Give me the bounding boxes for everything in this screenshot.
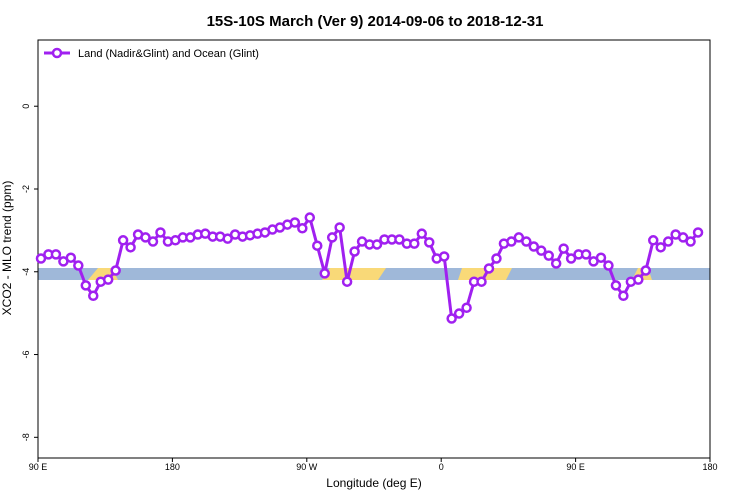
- point: [297, 223, 308, 234]
- point: [580, 249, 592, 260]
- point: [483, 263, 495, 274]
- point: [102, 274, 114, 285]
- point: [73, 260, 84, 271]
- point: [550, 258, 562, 269]
- point: [35, 253, 47, 264]
- point: [50, 249, 62, 260]
- point: [648, 235, 659, 246]
- point: [528, 241, 540, 252]
- legend-label: Land (Nadir&Glint) and Ocean (Glint): [78, 48, 259, 60]
- point: [140, 232, 151, 243]
- point: [662, 236, 674, 247]
- point: [438, 251, 450, 262]
- point: [155, 227, 166, 238]
- point: [125, 242, 136, 253]
- point: [655, 242, 666, 253]
- point: [640, 265, 652, 276]
- point: [110, 265, 121, 276]
- y-tick-label: -2: [21, 185, 31, 193]
- plot-frame: [37, 39, 711, 459]
- point: [304, 212, 316, 223]
- point: [453, 308, 465, 319]
- point: [491, 253, 502, 264]
- point: [371, 239, 383, 250]
- point: [319, 268, 330, 279]
- point: [603, 260, 614, 271]
- point: [595, 252, 607, 263]
- point: [476, 276, 487, 287]
- y-axis-label: XCO2 - MLO trend (ppm): [0, 181, 14, 316]
- point: [513, 232, 525, 243]
- point: [536, 245, 547, 256]
- point: [80, 280, 92, 291]
- point: [416, 228, 428, 239]
- chart-title: 15S-10S March (Ver 9) 2014-09-06 to 2018…: [207, 13, 544, 30]
- x-tick-label: 180: [165, 462, 180, 472]
- point: [692, 227, 704, 238]
- point: [147, 236, 159, 247]
- point: [222, 233, 233, 244]
- y-tick-label: -4: [21, 268, 31, 276]
- point: [558, 243, 569, 254]
- point: [88, 290, 99, 302]
- point: [685, 236, 696, 247]
- point: [117, 235, 129, 246]
- point: [289, 217, 301, 228]
- y-tick-label: -8: [21, 433, 31, 441]
- point: [326, 232, 338, 243]
- y-tick-label: -6: [21, 351, 31, 359]
- x-tick-label: 180: [702, 462, 717, 472]
- point: [424, 237, 435, 248]
- point: [618, 290, 629, 302]
- point: [461, 302, 472, 314]
- x-tick-label: 90 E: [566, 462, 585, 472]
- x-tick-label: 90 W: [296, 462, 318, 472]
- x-tick-label: 0: [439, 462, 444, 472]
- point: [565, 253, 577, 264]
- point: [394, 234, 405, 245]
- point: [543, 250, 554, 261]
- x-axis-label: Longitude (deg E): [326, 476, 421, 490]
- point: [341, 276, 353, 287]
- legend-marker: [51, 47, 63, 59]
- point: [446, 313, 457, 324]
- point: [677, 232, 689, 243]
- point: [312, 240, 323, 251]
- point: [65, 252, 77, 263]
- point: [334, 222, 345, 233]
- point: [506, 236, 517, 247]
- point: [409, 238, 420, 249]
- point: [349, 246, 360, 257]
- point: [610, 280, 622, 291]
- point: [633, 274, 644, 285]
- x-tick-label: 90 E: [29, 462, 48, 472]
- y-tick-label: 0: [21, 104, 31, 109]
- point: [521, 236, 532, 247]
